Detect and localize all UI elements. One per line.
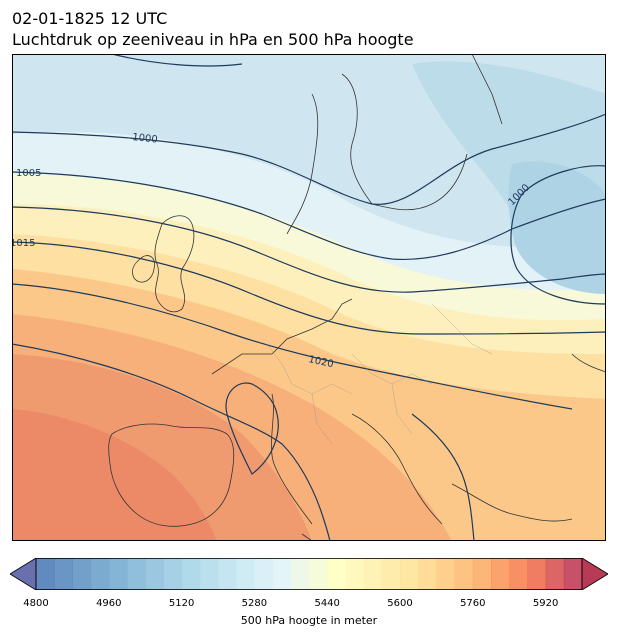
height-field-shading (12, 54, 606, 541)
colorbar-cell (218, 558, 237, 590)
isobars (12, 54, 606, 541)
colorbar-cell (509, 558, 528, 590)
colorbar-cell (181, 558, 201, 590)
colorbar-cell (563, 558, 583, 590)
pressure-map: 1000 1005 1015 1020 1000 (12, 54, 606, 541)
colorbar-cell (327, 558, 346, 590)
colorbar-cell (108, 558, 128, 590)
colorbar-cell (163, 558, 183, 590)
colorbar-cell (90, 558, 110, 590)
colorbar-cell (145, 558, 164, 590)
isobar-label-1000-north: 1000 (132, 132, 158, 146)
map-title: Luchtdruk op zeeniveau in hPa en 500 hPa… (12, 30, 414, 49)
isobar-label-1020: 1020 (307, 354, 334, 370)
colorbar-cell (236, 558, 255, 590)
colorbar-cells (36, 558, 583, 590)
colorbar-tick-label: 5440 (314, 598, 340, 609)
colorbar-cell (72, 558, 92, 590)
colorbar-cell (454, 558, 474, 590)
colorbar-tick-label: 5760 (460, 598, 486, 609)
colorbar-extend-high (581, 558, 608, 590)
map-timestamp: 02-01-1825 12 UTC (12, 9, 168, 28)
colorbar-cell (418, 558, 437, 590)
colorbar-tick-label: 4960 (96, 598, 122, 609)
colorbar-cell (491, 558, 510, 590)
colorbar-cell (309, 558, 328, 590)
colorbar-cell (400, 558, 419, 590)
colorbar-tick-label: 5120 (168, 598, 195, 609)
colorbar-cell (363, 558, 383, 590)
colorbar-tick-label: 5280 (241, 598, 268, 609)
colorbar-outline (35, 558, 583, 590)
map-frame (12, 54, 606, 541)
isobar-label-1005: 1005 (16, 168, 41, 179)
colorbar-cell (127, 558, 146, 590)
colorbar-cell (436, 558, 456, 590)
colorbar-cell (345, 558, 365, 590)
colorbar-cell (272, 558, 292, 590)
country-borders (266, 303, 493, 445)
isobar-label-1015: 1015 (12, 238, 35, 249)
colorbar-cell (381, 558, 401, 590)
colorbar-cell (527, 558, 547, 590)
colorbar-cell (199, 558, 219, 590)
colorbar-cell (54, 558, 73, 590)
colorbar-extend-low (10, 558, 37, 590)
colorbar-cell (290, 558, 310, 590)
colorbar-cell (254, 558, 274, 590)
colorbar-tick-label: 5600 (387, 598, 413, 609)
coastlines (108, 54, 606, 541)
colorbar-tick-label: 4800 (23, 598, 49, 609)
colorbar-tick-label: 5920 (532, 598, 559, 609)
colorbar (10, 558, 608, 590)
colorbar-cell (545, 558, 565, 590)
colorbar-cell (36, 558, 55, 590)
colorbar-label: 500 hPa hoogte in meter (240, 614, 378, 627)
colorbar-cell (472, 558, 492, 590)
